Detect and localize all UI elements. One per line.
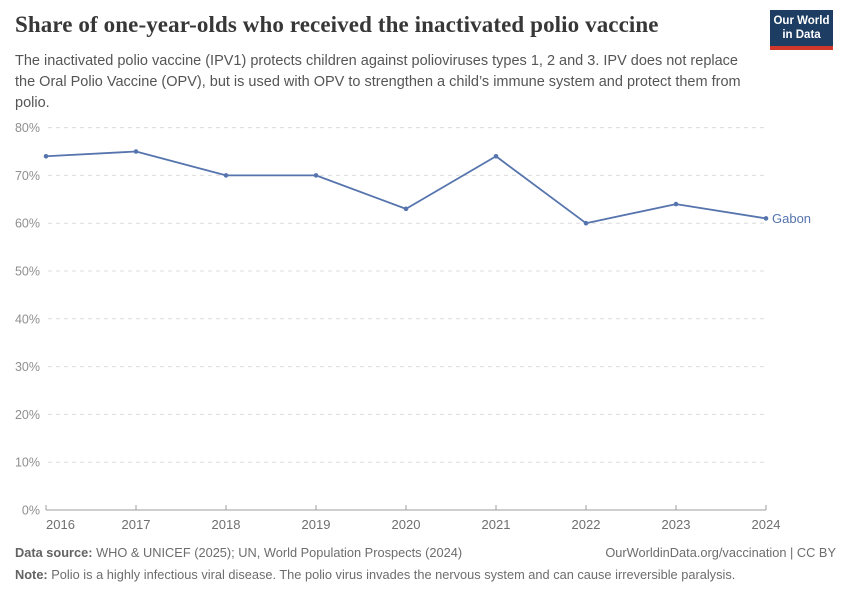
series-end-label[interactable]: Gabon [772,211,811,226]
y-axis-tick-label: 0% [22,504,40,518]
y-axis-tick-label: 10% [15,456,40,470]
owid-logo-line1: Our World [773,15,830,27]
x-axis-tick-label: 2016 [46,517,75,532]
chart-area: 0% 10% 20% 30% 40% 50% 60% 70% 80% 2016 2017 2018 20… [0,110,850,540]
data-line-gabon[interactable] [45,150,767,225]
owid-logo-box: Our World in Data [770,10,833,46]
x-axis-tick-label: 2021 [482,517,511,532]
data-point[interactable] [133,149,139,154]
x-axis-tick-label: 2020 [392,517,421,532]
note-text: Note: Polio is a highly infectious viral… [15,567,836,583]
y-axis-tick-label: 40% [15,312,40,326]
chart-footer: Data source: WHO & UNICEF (2025); UN, Wo… [15,545,836,583]
data-point[interactable] [583,220,589,226]
y-axis-tick-label: 50% [15,265,40,279]
chart-title: Share of one-year-olds who received the … [15,12,659,37]
chart-subtitle: The inactivated polio vaccine (IPV1) pro… [15,53,741,111]
x-axis-tick-label: 2017 [122,517,151,532]
x-axis-tick-label: 2018 [212,517,241,532]
y-axis-tick-label: 60% [15,217,40,231]
data-point[interactable] [673,201,679,207]
attribution-link[interactable]: OurWorldinData.org/vaccination | CC BY [605,545,836,560]
data-source-value: WHO & UNICEF (2025); UN, World Populatio… [92,545,463,560]
data-source-text: Data source: WHO & UNICEF (2025); UN, Wo… [15,545,462,561]
y-axis-tick-label: 20% [15,408,40,422]
owid-logo-line2: in Data [782,29,821,41]
y-axis-tick-label: 30% [15,360,40,374]
y-axis-tick-label: 80% [15,121,40,135]
data-point[interactable] [313,173,319,178]
note-label: Note: [15,567,48,582]
owid-logo-accent-bar [770,46,833,50]
data-point[interactable] [493,153,499,159]
data-source-label: Data source: [15,545,93,560]
x-axis-tick-label: 2019 [302,517,331,532]
owid-logo[interactable]: Our World in Data [770,10,833,50]
data-point[interactable] [43,153,49,159]
x-axis-tick-label: 2023 [662,517,691,532]
data-point[interactable] [223,173,229,178]
y-axis-tick-label: 70% [15,169,40,183]
x-axis-tick-label: 2024 [752,517,781,532]
x-axis-tick-label: 2022 [572,517,601,532]
line-chart[interactable]: 0% 10% 20% 30% 40% 50% 60% 70% 80% 2016 2017 2018 20… [0,110,850,540]
note-value: Polio is a highly infectious viral disea… [47,567,736,582]
data-point[interactable] [763,216,769,221]
data-point[interactable] [403,206,409,212]
